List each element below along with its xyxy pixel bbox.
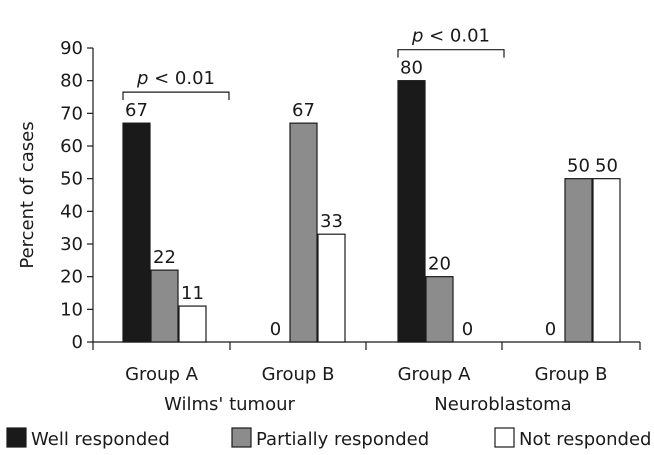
data-label: 0 [545,319,556,340]
y-tick-label: 60 [60,136,83,157]
data-label: 22 [153,247,176,268]
category-label: Group B [535,364,608,385]
y-tick-label: 70 [60,103,83,124]
significance-bracket [397,49,505,58]
y-tick-label: 0 [72,332,83,353]
legend: Well responded Partially responded Not res… [6,427,652,450]
category-label: Group B [262,364,335,385]
legend-label: Well responded [31,429,170,450]
data-label: 0 [462,319,473,340]
y-tick-label: 30 [60,234,83,255]
data-label: 11 [181,283,204,304]
legend-label: Partially responded [256,429,429,450]
category-label: Group A [398,364,472,385]
y-tick-label: 50 [60,169,83,190]
data-label: 0 [270,319,281,340]
bar [397,80,426,343]
bar [425,276,454,343]
axes: 0 10 20 30 40 50 60 70 80 90 Percent of cases Wilms… [17,38,641,415]
y-tick-label: 10 [60,299,83,320]
y-tick-label: 40 [60,201,83,222]
significance-bracket [122,91,230,101]
bar [592,178,621,343]
data-label: 80 [400,58,423,79]
group-label: Wilms' tumour [164,394,295,415]
data-label: 50 [595,156,618,177]
data-label: 67 [125,100,148,121]
data-label: 33 [320,211,343,232]
data-label: 50 [567,156,590,177]
significance-brackets: p < 0.01 p < 0.01 [122,26,505,101]
bar [150,269,179,343]
legend-label: Not responded [519,429,652,450]
bar [122,122,151,343]
significance-label: p < 0.01 [411,26,490,47]
bar [564,178,593,343]
legend-swatch [6,427,27,448]
significance-label: p < 0.01 [136,68,215,89]
data-label: 20 [428,254,451,275]
data-label: 67 [292,100,315,121]
y-tick-label: 90 [60,38,83,59]
category-label: Group A [125,364,199,385]
legend-swatch [494,427,515,448]
group-label: Neuroblastoma [434,394,571,415]
bar [178,305,207,343]
y-axis-title: Percent of cases [17,121,38,268]
bars [122,80,621,343]
bar [289,122,318,343]
legend-swatch [231,427,252,448]
bar [317,233,346,343]
y-tick-label: 80 [60,71,83,92]
y-tick-label: 20 [60,267,83,288]
